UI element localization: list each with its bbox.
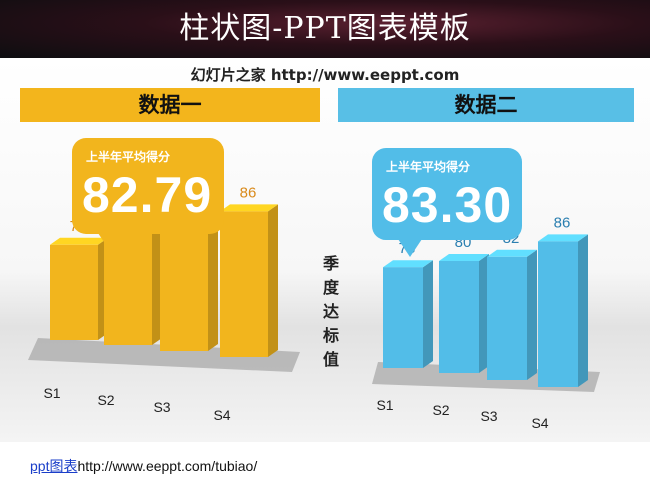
chart-2-category-label: S4 <box>531 415 548 431</box>
bar-side <box>527 249 537 380</box>
bar-side <box>208 220 218 351</box>
chart-1-summary-bubble: 上半年平均得分 82.79 <box>72 138 224 234</box>
bar-top <box>50 237 108 245</box>
chart-2-summary-bubble: 上半年平均得分 83.30 <box>372 148 522 240</box>
chart-2-category-label: S2 <box>432 402 449 418</box>
chart-2-category-label: S1 <box>376 397 393 413</box>
chart-2-bar <box>538 234 588 387</box>
chart-1-summary-label: 上半年平均得分 <box>86 150 171 164</box>
bar-top <box>439 254 489 261</box>
bar-top <box>220 204 278 212</box>
bar-front <box>439 261 479 373</box>
chart-1-category-label: S1 <box>43 385 60 401</box>
bar-front <box>487 256 527 380</box>
bar-front <box>383 267 423 368</box>
chart-1-category-label: S2 <box>97 392 114 408</box>
bar-top <box>487 249 537 257</box>
chart-1-title: 数据一 <box>20 88 320 122</box>
bar-front <box>50 244 98 340</box>
vertical-label-char: 度 <box>322 278 339 297</box>
footer-link[interactable]: ppt图表 <box>30 458 78 474</box>
bar-side <box>423 260 433 368</box>
bar-front <box>220 211 268 357</box>
vertical-label-char: 标 <box>322 326 339 345</box>
bar-front <box>160 227 208 351</box>
bar-side <box>479 254 489 373</box>
chart-2-value-label: 86 <box>554 214 571 231</box>
bar-side <box>578 234 588 387</box>
chart-1-bubble-tail <box>98 233 122 251</box>
chart-2-bar <box>487 249 537 380</box>
chart-2-title: 数据二 <box>338 88 634 122</box>
chart-1-bar <box>50 237 108 340</box>
chart-1-floor <box>28 338 300 372</box>
bar-top <box>383 260 433 268</box>
chart-1-summary-value: 82.79 <box>82 167 213 223</box>
bar-front <box>104 233 152 345</box>
page-title: 柱状图-PPT图表模板 <box>0 0 650 58</box>
chart-1-category-label: S4 <box>213 407 230 423</box>
chart-1-category-label: S3 <box>153 399 170 415</box>
chart-2-bar <box>383 260 433 368</box>
vertical-label-char: 达 <box>322 302 339 321</box>
bar-side <box>268 204 278 357</box>
chart-2-category-label: S3 <box>480 408 497 424</box>
chart-1-value-label: 86 <box>240 184 257 201</box>
subtitle: 幻灯片之家 http://www.eeppt.com <box>190 66 460 84</box>
chart-1-bar <box>220 204 278 357</box>
bar-top <box>538 234 588 242</box>
vertical-label-char: 值 <box>322 350 339 369</box>
chart-1-bar <box>160 220 218 351</box>
vertical-label: 季 度 达 标 值 <box>316 252 346 372</box>
chart-2-bar <box>439 254 489 373</box>
chart-2-bubble-tail <box>398 239 422 257</box>
bar-side <box>152 226 162 345</box>
bar-front <box>538 241 578 387</box>
footer-url: http://www.eeppt.com/tubiao/ <box>77 458 258 474</box>
footer: ppt图表http://www.eeppt.com/tubiao/ <box>30 456 257 476</box>
vertical-label-char: 季 <box>322 254 339 273</box>
chart-2-summary-label: 上半年平均得分 <box>386 160 471 174</box>
chart-2-summary-value: 83.30 <box>382 177 513 233</box>
